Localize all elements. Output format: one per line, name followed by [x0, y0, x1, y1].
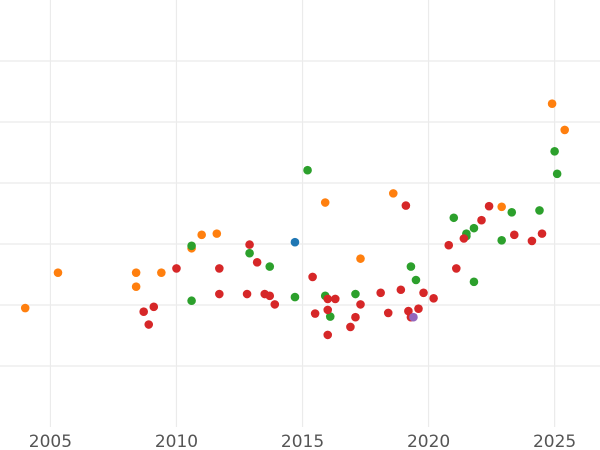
data-point — [187, 241, 196, 251]
data-point — [187, 296, 196, 306]
data-point — [265, 291, 275, 301]
data-point — [383, 308, 393, 318]
data-point — [215, 289, 224, 299]
data-point — [547, 99, 557, 108]
data-point — [197, 230, 206, 240]
data-point — [323, 305, 333, 315]
data-point — [497, 202, 506, 212]
data-point — [444, 240, 454, 250]
x-axis-ticks: 2005 2010 2015 2020 2025 — [29, 432, 576, 450]
data-point — [527, 236, 537, 246]
data-point — [157, 268, 166, 277]
data-point — [509, 230, 519, 240]
x-tick-label: 2025 — [533, 432, 576, 450]
data-point — [409, 312, 418, 322]
data-point — [20, 303, 30, 313]
data-point — [419, 288, 428, 298]
data-point — [310, 309, 320, 318]
data-point — [552, 169, 562, 179]
data-point — [507, 207, 517, 217]
data-point — [346, 322, 355, 332]
data-point — [429, 293, 438, 303]
x-tick-label: 2020 — [407, 432, 450, 450]
data-point — [53, 268, 63, 277]
data-point — [396, 285, 406, 295]
data-point — [388, 189, 398, 198]
data-point — [245, 240, 254, 249]
data-point — [351, 312, 360, 322]
data-point — [308, 272, 317, 282]
data-point — [414, 304, 423, 313]
grid — [0, 0, 600, 427]
data-point — [325, 312, 335, 321]
data-point — [149, 302, 159, 312]
data-point — [131, 282, 141, 292]
data-point — [265, 262, 275, 271]
data-point — [242, 289, 252, 299]
data-point — [356, 300, 365, 309]
data-point — [356, 254, 365, 263]
x-tick-label: 2015 — [281, 432, 324, 450]
data-point — [351, 289, 360, 299]
data-point — [144, 320, 154, 329]
data-point — [401, 201, 411, 210]
data-point — [406, 262, 416, 271]
data-points — [20, 99, 570, 340]
data-point — [252, 258, 262, 267]
data-point — [497, 236, 506, 245]
data-point — [469, 277, 479, 287]
data-point — [290, 237, 300, 247]
data-point — [131, 268, 141, 277]
data-point — [537, 229, 547, 238]
data-point — [290, 292, 300, 302]
data-point — [376, 288, 385, 298]
x-tick-label: 2005 — [29, 432, 72, 450]
data-point — [139, 307, 148, 317]
data-point — [270, 300, 280, 309]
data-point — [172, 264, 181, 273]
data-point — [459, 234, 469, 243]
data-point — [477, 215, 486, 225]
data-point — [245, 248, 254, 258]
data-point — [323, 294, 333, 304]
data-point — [449, 213, 459, 223]
data-point — [411, 275, 421, 285]
data-point — [303, 165, 312, 175]
x-tick-label: 2010 — [155, 432, 198, 450]
data-point — [550, 146, 559, 156]
data-point — [535, 206, 544, 215]
data-point — [212, 229, 222, 238]
data-point — [469, 223, 479, 233]
data-point — [330, 294, 340, 304]
data-point — [320, 198, 330, 207]
data-point — [484, 201, 494, 211]
data-point — [452, 264, 461, 273]
data-point — [215, 264, 224, 273]
data-point — [323, 330, 333, 340]
data-point — [560, 125, 570, 135]
